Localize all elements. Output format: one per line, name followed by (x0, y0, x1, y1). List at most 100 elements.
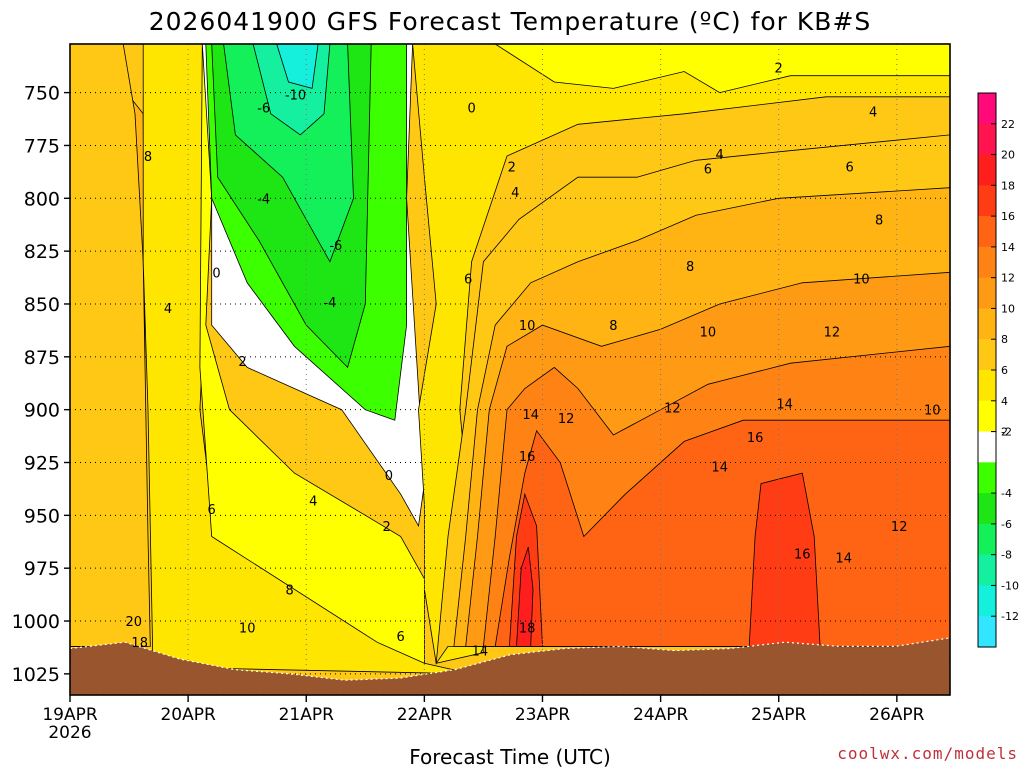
contour-label-26: 16 (519, 450, 536, 465)
colorbar-swatch-9 (978, 370, 996, 402)
x-tick-label-0: 19APR (42, 705, 98, 725)
surface-terrain (70, 637, 950, 695)
y-tick-label-0: 750 (24, 83, 60, 105)
colorbar-swatch-4 (978, 216, 996, 248)
contour-label-45: 12 (891, 520, 908, 535)
contour-label-46: 10 (924, 404, 941, 419)
contour-label-23: 8 (609, 319, 617, 334)
contour-label-12: -6 (329, 239, 342, 254)
colorbar-label-8: 6 (1001, 364, 1008, 377)
contour-label-39: 10 (853, 273, 870, 288)
y-tick-label-8: 950 (24, 505, 60, 527)
band-t6a (70, 44, 151, 647)
colorbar-swatch-6 (978, 277, 996, 310)
band-t2a (199, 44, 425, 664)
colorbar-label-7: 8 (1001, 333, 1008, 346)
contour-label-20: 4 (511, 186, 519, 201)
colorbar-swatch-15 (978, 554, 996, 587)
contour-label-30: 4 (716, 148, 724, 163)
y-tick-label-2: 800 (24, 188, 60, 210)
contour-label-6: 8 (286, 583, 294, 598)
colorbar-swatch-7 (978, 308, 996, 340)
contour-label-10: -6 (257, 101, 270, 116)
y-tick-label-5: 875 (24, 347, 60, 369)
x-year-label: 2026 (48, 723, 91, 743)
colorbar-swatch-5 (978, 246, 996, 279)
colorbar-label-10: 2 (1001, 426, 1008, 439)
x-tick-label-3: 22APR (397, 705, 453, 725)
contour-label-24: 14 (522, 408, 539, 423)
contour-label-22: 10 (519, 319, 536, 334)
band-tneg10 (276, 44, 319, 89)
colorbar-label-3: 16 (1001, 210, 1015, 223)
contour-label-0: 8 (144, 150, 152, 165)
x-tick-label-5: 24APR (633, 705, 689, 725)
credit-label: coolwx.com/models (837, 744, 1018, 763)
colorbar-swatch-17 (978, 616, 996, 648)
y-tick-label-3: 825 (24, 241, 60, 263)
colorbar-swatch-12 (978, 462, 996, 494)
colorbar-label-13: -6 (1001, 518, 1012, 531)
contour-label-5: 6 (208, 503, 216, 518)
colorbar-label-16: -12 (1001, 610, 1019, 623)
contour-label-42: 4 (869, 106, 877, 121)
colorbar-swatch-8 (978, 339, 996, 371)
contour-label-34: 8 (686, 260, 694, 275)
colorbar-label-15: -10 (1001, 579, 1019, 592)
contour-label-25: 12 (558, 412, 575, 427)
contour-label-28: 14 (472, 645, 489, 660)
colorbar-swatch-2 (978, 154, 996, 186)
contour-label-9: -4 (257, 192, 270, 207)
colorbar-label-4: 14 (1001, 241, 1015, 254)
contour-label-15: 2 (382, 520, 390, 535)
band-t14b (494, 419, 950, 647)
colorbar-label-9: 4 (1001, 395, 1008, 408)
colorbar-swatch-11 (978, 431, 996, 463)
plot-frame (69, 43, 951, 696)
contour-label-31: 2 (775, 61, 783, 76)
colorbar: 22 20 18 16 14 12 10 8 6 4 2-2 -4 -6 -8 -10 -12 (977, 92, 1019, 648)
contour-label-32: 10 (700, 326, 717, 341)
colorbar-label-5: 12 (1001, 272, 1015, 285)
y-tick-label-1: 775 (24, 135, 60, 157)
contour-label-27: 18 (519, 621, 536, 636)
colorbar-swatch-16 (978, 585, 996, 617)
contour-label-4: 10 (239, 621, 256, 636)
contour-label-8: 0 (212, 266, 220, 281)
colorbar-swatch-10 (978, 400, 996, 433)
chart-title: 2026041900 GFS Forecast Temperature (ºC)… (149, 7, 872, 36)
contour-label-44: 14 (835, 552, 852, 567)
y-tick-label-6: 900 (24, 400, 60, 422)
y-tick-label-4: 850 (24, 294, 60, 316)
colorbar-label-0: 22 (1001, 118, 1015, 131)
contour-label-37: 14 (776, 397, 793, 412)
contour-label-17: 6 (397, 630, 405, 645)
colorbar-swatch-1 (978, 123, 996, 156)
colorbar-label-6: 10 (1001, 302, 1015, 315)
y-tick-label-10: 1000 (12, 611, 60, 633)
contour-label-33: 12 (664, 402, 681, 417)
contour-label-21: 6 (464, 273, 472, 288)
contour-label-38: 12 (824, 326, 841, 341)
colorbar-label-1: 20 (1001, 149, 1015, 162)
x-axis-label: Forecast Time (UTC) (409, 745, 611, 768)
contour-label-41: 6 (845, 161, 853, 176)
contour-label-43: 16 (794, 547, 811, 562)
colorbar-swatch-3 (978, 185, 996, 217)
contour-label-13: -4 (323, 296, 336, 311)
colorbar-label-11: -2 (1001, 426, 1012, 439)
contour-label-1: 4 (164, 302, 172, 317)
contour-label-35: 14 (711, 461, 728, 476)
y-tick-label-11: 1025 (12, 664, 60, 686)
colorbar-label-2: 18 (1001, 179, 1015, 192)
contour-label-7: 2 (238, 355, 246, 370)
colorbar-label-12: -4 (1001, 487, 1012, 500)
x-tick-label-2: 21APR (279, 705, 335, 725)
contour-label-29: 6 (704, 163, 712, 178)
x-tick-label-4: 23APR (515, 705, 571, 725)
colorbar-swatch-13 (978, 493, 996, 525)
contour-label-18: 0 (467, 101, 475, 116)
x-tick-label-1: 20APR (160, 705, 216, 725)
colorbar-swatch-0 (978, 93, 996, 125)
